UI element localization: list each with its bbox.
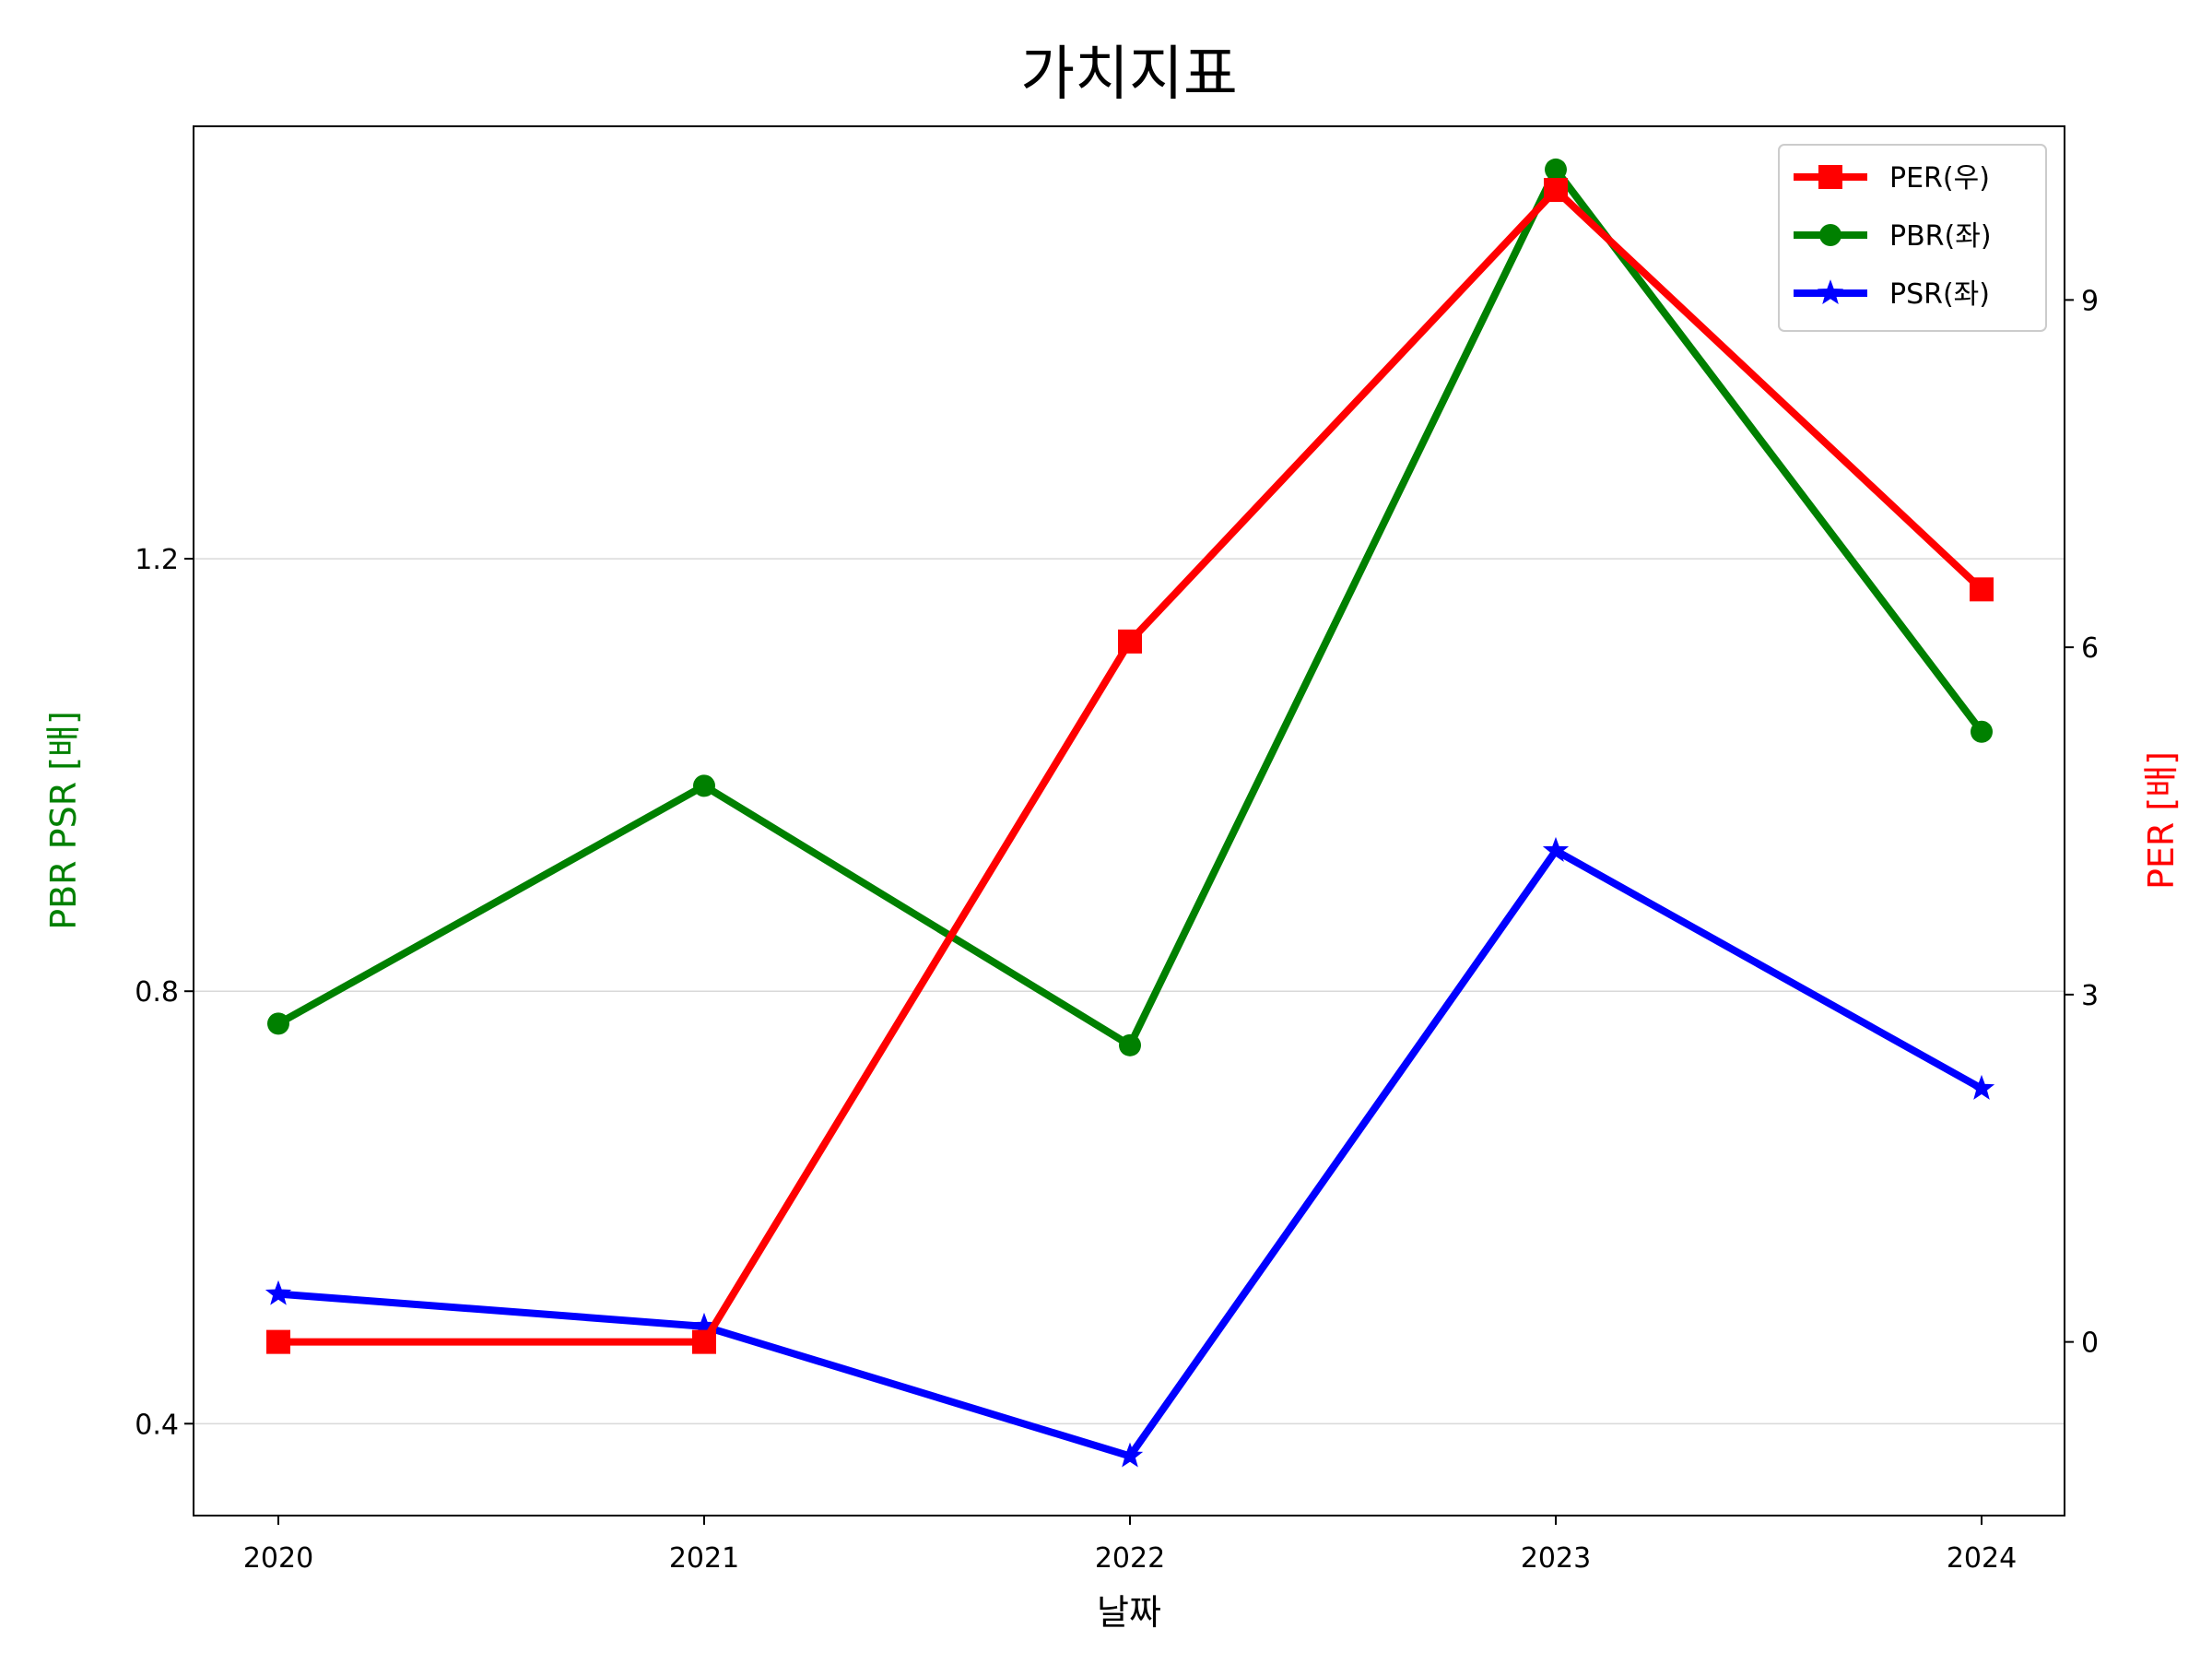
series-pbr <box>267 158 1993 1056</box>
y-right-tick-label: 6 <box>2081 632 2099 665</box>
series-layer <box>265 158 1995 1468</box>
legend-label-pbr: PBR(좌) <box>1889 220 1992 253</box>
y-left-tick-label: 1.2 <box>135 544 179 576</box>
legend-box <box>1778 144 2047 332</box>
data-point-psr <box>1542 836 1570 862</box>
data-point-per <box>266 1329 290 1354</box>
series-psr <box>265 836 1995 1468</box>
legend-marker-per <box>1818 165 1842 189</box>
data-point-pbr <box>1119 1033 1141 1056</box>
data-point-pbr <box>1971 720 1993 743</box>
data-point-pbr <box>267 1012 289 1035</box>
data-point-per <box>692 1329 716 1354</box>
legend-marker-psr <box>1817 279 1844 305</box>
x-tick-label: 2023 <box>1521 1542 1591 1575</box>
x-tick-label: 2024 <box>1947 1542 2017 1575</box>
data-point-psr <box>1968 1074 1995 1100</box>
y-axis-left-label: PBR PSR [배] <box>43 711 84 930</box>
x-tick-label: 2020 <box>243 1542 313 1575</box>
legend-item-psr: PSR(좌) <box>1794 278 1990 311</box>
legend-item-pbr: PBR(좌) <box>1794 220 1992 253</box>
x-axis-label: 날짜 <box>1097 1592 1161 1633</box>
data-point-psr <box>1116 1442 1144 1468</box>
legend-label-per: PER(우) <box>1889 162 1990 195</box>
legend-marker-pbr <box>1819 224 1841 246</box>
y-left-tick-label: 0.8 <box>135 976 179 1009</box>
data-point-pbr <box>1545 158 1567 181</box>
axes-layer: 2020 2021 2022 2023 2024 0.4 0.8 1.2 0 3 6 9 <box>135 285 2099 1575</box>
series-per <box>266 178 1994 1354</box>
y-right-tick-label: 9 <box>2081 285 2099 317</box>
chart-title: 가치지표 <box>1020 41 1238 109</box>
legend-item-per: PER(우) <box>1794 162 1990 195</box>
x-tick-label: 2021 <box>669 1542 739 1575</box>
grid-layer <box>194 558 2065 1425</box>
data-point-pbr <box>693 774 715 797</box>
data-point-per <box>1118 629 1142 654</box>
data-point-per <box>1544 178 1568 203</box>
y-right-tick-label: 0 <box>2081 1328 2099 1360</box>
y-left-tick-label: 0.4 <box>135 1409 179 1441</box>
legend: PER(우) PBR(좌) PSR(좌) <box>1778 144 2047 332</box>
data-point-per <box>1970 577 1994 602</box>
y-axis-right-label: PER [배] <box>2141 751 2182 890</box>
y-right-tick-label: 3 <box>2081 980 2099 1012</box>
data-point-psr <box>265 1280 292 1305</box>
x-tick-label: 2022 <box>1095 1542 1165 1575</box>
legend-label-psr: PSR(좌) <box>1889 278 1990 311</box>
